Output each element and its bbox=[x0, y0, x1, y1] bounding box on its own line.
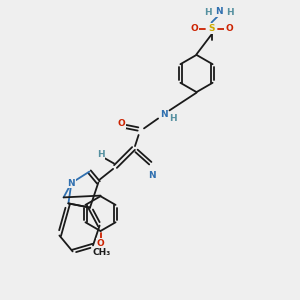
Text: N: N bbox=[148, 171, 156, 180]
Text: H: H bbox=[97, 150, 104, 159]
Text: N: N bbox=[215, 8, 223, 16]
Text: S: S bbox=[208, 24, 215, 33]
Text: O: O bbox=[190, 24, 198, 33]
Text: N: N bbox=[68, 178, 75, 188]
Text: N: N bbox=[160, 110, 167, 119]
Text: O: O bbox=[97, 239, 104, 248]
Text: H: H bbox=[204, 8, 212, 17]
Text: O: O bbox=[225, 24, 233, 33]
Text: H: H bbox=[226, 8, 234, 17]
Text: CH₃: CH₃ bbox=[93, 248, 111, 257]
Text: O: O bbox=[118, 119, 125, 128]
Text: H: H bbox=[169, 114, 176, 123]
